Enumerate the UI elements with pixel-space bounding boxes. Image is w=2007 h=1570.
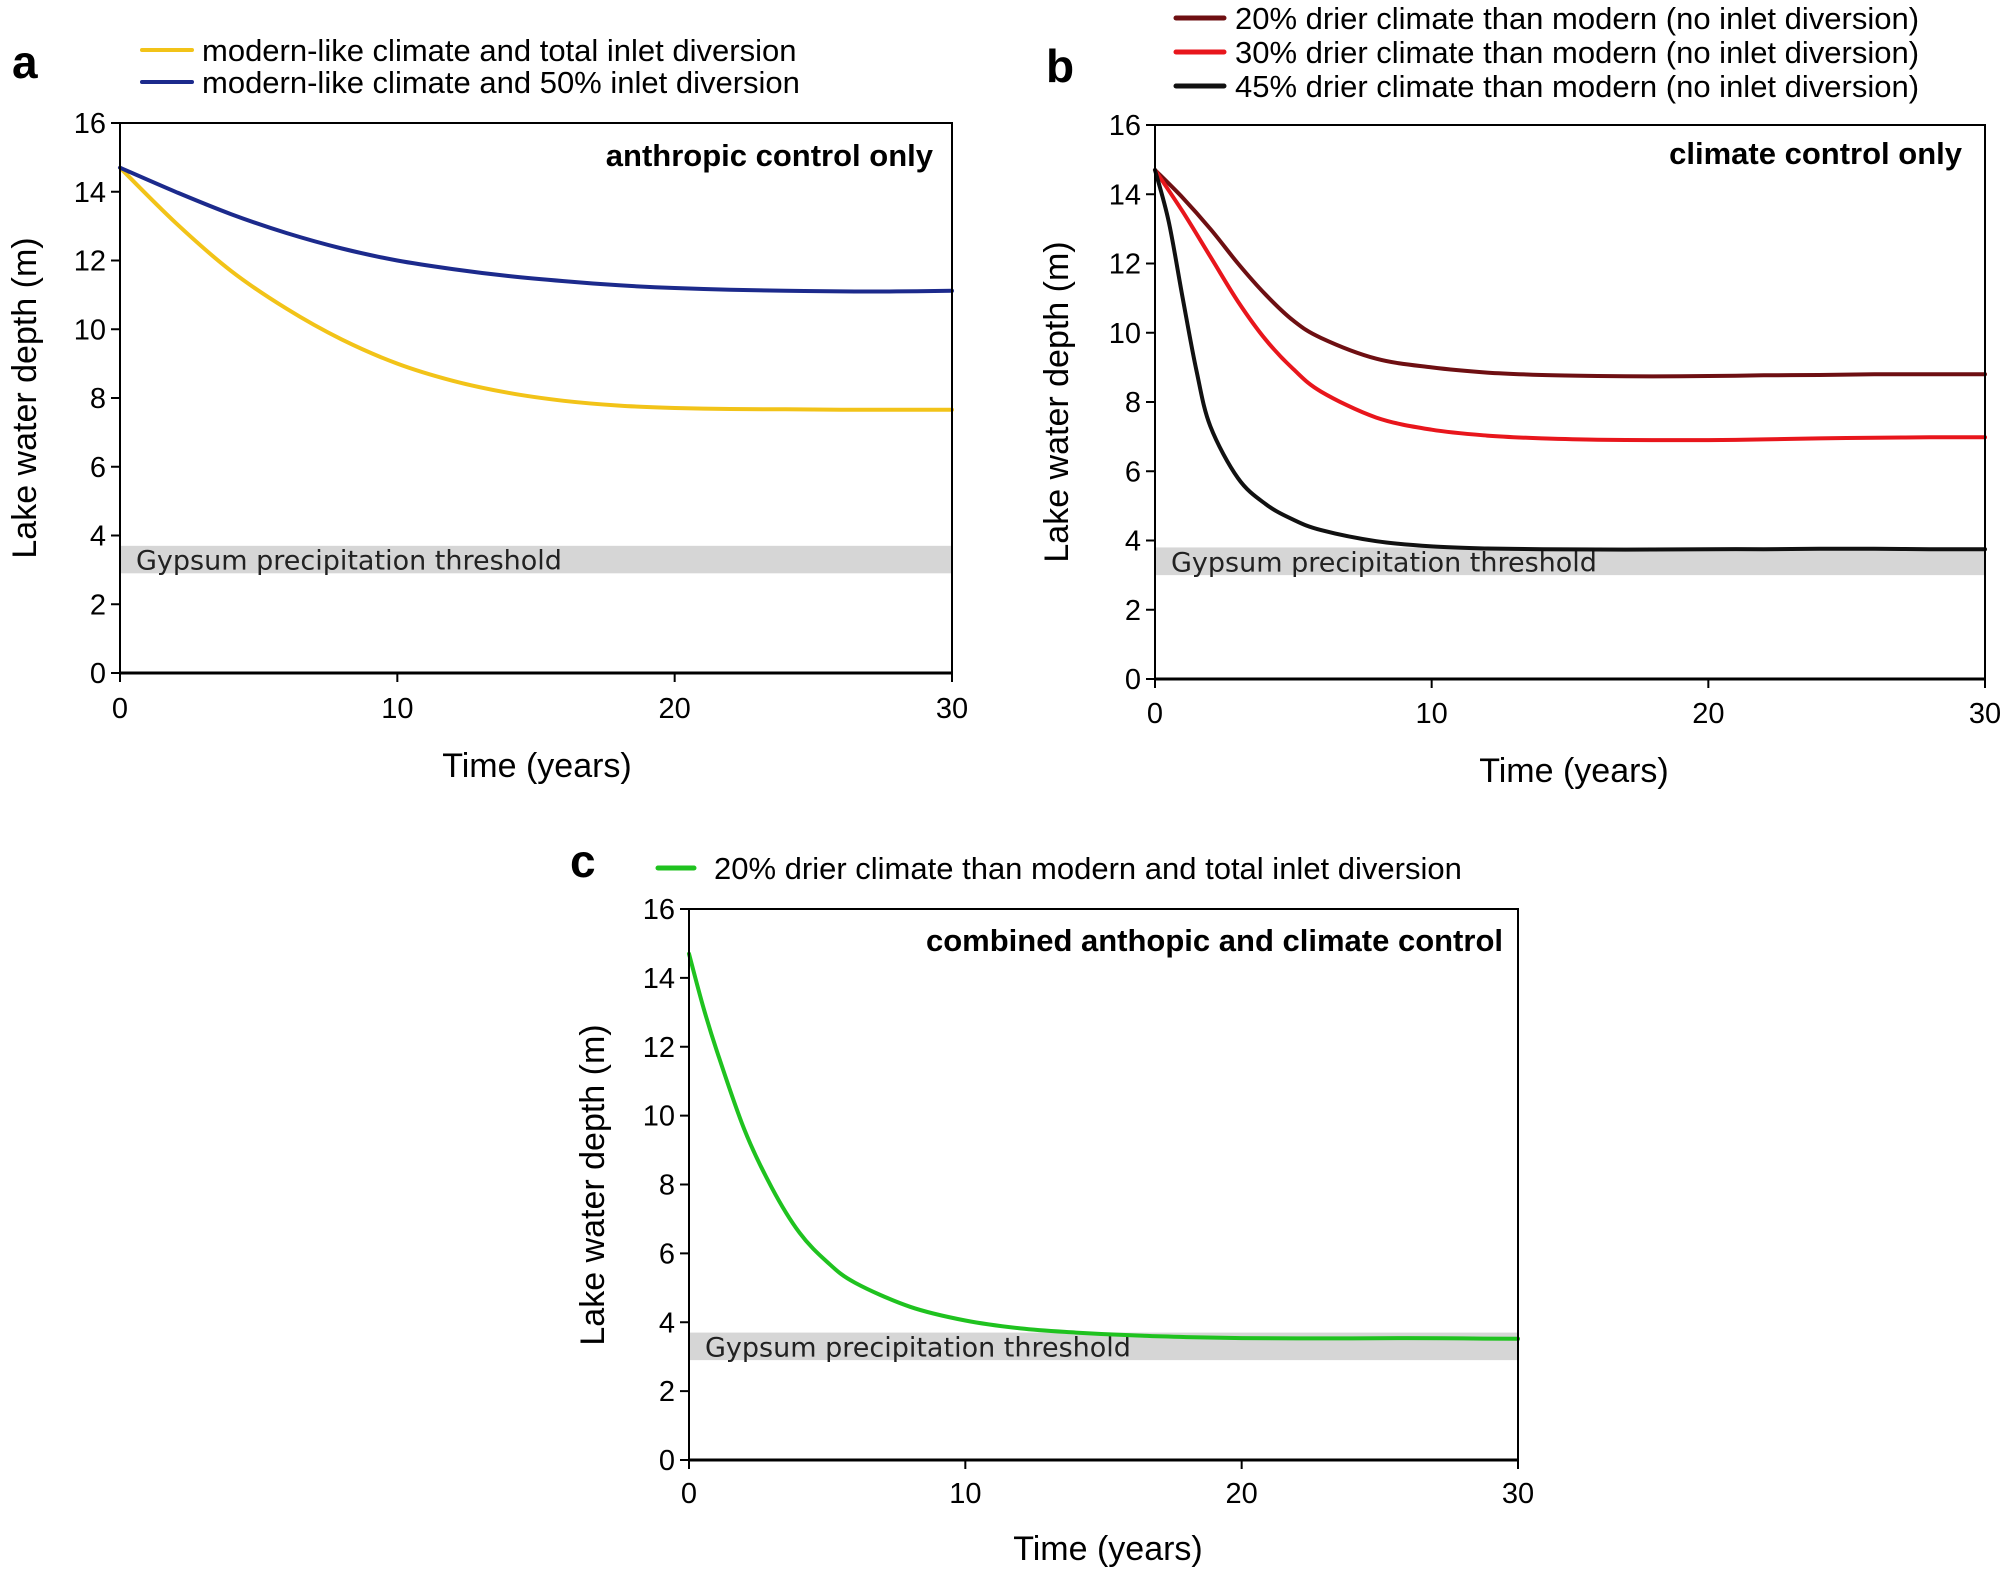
panel-b-ytick-label: 14 — [1109, 179, 1141, 211]
panel-b-ytick-label: 12 — [1109, 249, 1141, 281]
panel-a-ytick-label: 2 — [90, 589, 106, 621]
legend-label-modern-50-diversion: modern-like climate and 50% inlet divers… — [202, 65, 800, 100]
panel-b-axes-frame — [1154, 124, 1986, 680]
panel-a-ylabel: Lake water depth (m) — [6, 237, 44, 558]
panel-b-letter: b — [1046, 40, 1074, 92]
panel-c: c 20% drier climate than modern and tota… — [570, 835, 1534, 1568]
panel-a-xlabel: Time (years) — [442, 747, 632, 785]
legend-label-modern-total-diversion: modern-like climate and total inlet dive… — [202, 33, 796, 68]
panel-b-plot: Gypsum precipitation threshold 0 2 4 6 8 10 12 1… — [1109, 110, 2001, 730]
panel-a-ytick-label: 12 — [74, 246, 106, 278]
panel-a-letter: a — [12, 36, 38, 88]
panel-c-ytick-label: 8 — [659, 1170, 675, 1202]
panel-b-ylabel: Lake water depth (m) — [1038, 241, 1076, 562]
panel-b-series-line-2 — [1153, 168, 1987, 443]
panel-b-ytick-label: 16 — [1109, 110, 1141, 142]
panel-c-legend: 20% drier climate than modern and total … — [655, 851, 1462, 886]
panel-b-ytick-label: 8 — [1125, 387, 1141, 419]
panel-a-threshold-band — [121, 545, 951, 574]
panel-c-ytick-label: 12 — [643, 1032, 675, 1064]
panel-a-ytick-label: 8 — [90, 383, 106, 415]
legend-label-20-drier: 20% drier climate than modern (no inlet … — [1235, 1, 1919, 36]
panel-b-ytick-label: 0 — [1125, 664, 1141, 696]
panel-c-xtick-label: 30 — [1502, 1478, 1534, 1510]
panel-c-ytick-label: 10 — [643, 1101, 675, 1133]
panel-a-plot: Gypsum precipitation threshold 0 2 4 6 8 10 12 1… — [74, 108, 968, 725]
panel-a-ytick-label: 4 — [90, 521, 106, 553]
panel-c-series-line-1 — [687, 951, 1520, 1341]
panel-c-letter: c — [570, 835, 596, 887]
panel-a-ytick-label: 10 — [74, 314, 106, 346]
panel-a-xtick-label: 0 — [112, 693, 128, 725]
panel-b-ytick-label: 6 — [1125, 456, 1141, 488]
panel-a-series-line-2 — [118, 165, 954, 294]
panel-c-ytick-label: 4 — [659, 1307, 675, 1339]
panel-c-title: combined anthopic and climate control — [926, 923, 1503, 958]
panel-a: a modern-like climate and total inlet di… — [6, 33, 968, 785]
panel-b-legend: 20% drier climate than modern (no inlet … — [1173, 1, 1919, 104]
panel-a-ytick-label: 6 — [90, 452, 106, 484]
panel-b: b 20% drier climate than modern (no inle… — [1038, 1, 2001, 790]
panel-a-ytick-label: 0 — [90, 658, 106, 690]
panel-b-xtick-label: 0 — [1147, 698, 1163, 730]
panel-c-ytick-label: 14 — [643, 963, 675, 995]
panel-c-ytick-label: 6 — [659, 1238, 675, 1270]
panel-b-xtick-label: 10 — [1416, 698, 1448, 730]
panel-b-series-line-3 — [1153, 168, 1987, 552]
legend-label-20-drier-total-diversion: 20% drier climate than modern and total … — [714, 851, 1462, 886]
panel-b-threshold-band — [1156, 547, 1984, 576]
panel-a-ytick-label: 14 — [74, 177, 106, 209]
panel-c-ytick-label: 16 — [643, 894, 675, 926]
panel-a-xtick-label: 10 — [381, 693, 413, 725]
panel-c-ytick-label: 2 — [659, 1376, 675, 1408]
panel-b-threshold-label: Gypsum precipitation threshold — [1171, 547, 1597, 578]
panel-a-title: anthropic control only — [606, 138, 934, 173]
panel-b-xlabel: Time (years) — [1479, 752, 1669, 790]
panel-c-plot: Gypsum precipitation threshold 0 2 4 6 8 10 12 1… — [643, 894, 1534, 1510]
panel-a-legend: modern-like climate and total inlet dive… — [140, 33, 800, 100]
panel-c-xtick-label: 10 — [949, 1478, 981, 1510]
panel-a-ytick-label: 16 — [74, 108, 106, 140]
panel-c-xtick-label: 20 — [1226, 1478, 1258, 1510]
panel-c-axes-frame — [688, 908, 1519, 1461]
panel-c-xtick-label: 0 — [681, 1478, 697, 1510]
panel-b-xtick-label: 20 — [1692, 698, 1724, 730]
panel-b-ytick-label: 2 — [1125, 595, 1141, 627]
panel-c-ylabel: Lake water depth (m) — [574, 1024, 612, 1345]
panel-b-series-line-1 — [1153, 168, 1987, 379]
panel-b-ytick-label: 10 — [1109, 318, 1141, 350]
panel-a-xtick-label: 30 — [936, 693, 968, 725]
panel-b-ytick-label: 4 — [1125, 526, 1141, 558]
panel-b-xtick-label: 30 — [1969, 698, 2001, 730]
panel-a-series-line-1 — [118, 165, 954, 412]
panel-c-xlabel: Time (years) — [1013, 1530, 1203, 1568]
panel-c-ytick-label: 0 — [659, 1445, 675, 1477]
legend-label-45-drier: 45% drier climate than modern (no inlet … — [1235, 69, 1919, 104]
panel-a-xtick-label: 20 — [659, 693, 691, 725]
panel-a-threshold-label: Gypsum precipitation threshold — [136, 546, 562, 577]
legend-label-30-drier: 30% drier climate than modern (no inlet … — [1235, 35, 1919, 70]
panel-b-title: climate control only — [1669, 136, 1963, 171]
panel-c-threshold-label: Gypsum precipitation threshold — [705, 1332, 1131, 1363]
